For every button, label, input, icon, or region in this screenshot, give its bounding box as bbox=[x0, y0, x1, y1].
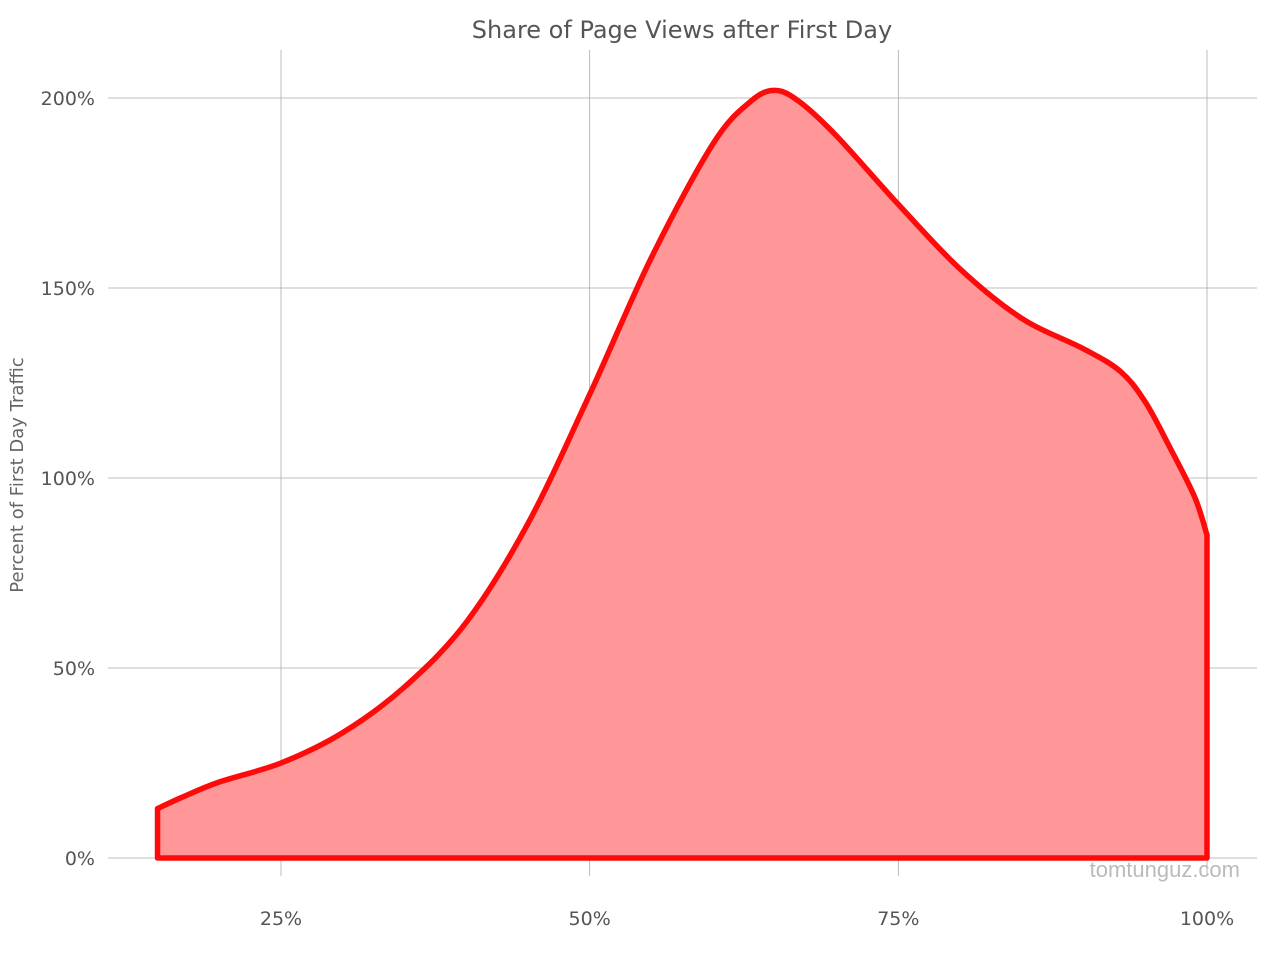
series-line bbox=[154, 87, 1210, 861]
x-tick-label: 100% bbox=[1180, 908, 1234, 930]
x-axis-ticks: 25% 50% 75% 100% bbox=[260, 908, 1234, 930]
chart-title: Share of Page Views after First Day bbox=[472, 16, 892, 44]
y-tick-label: 100% bbox=[41, 468, 95, 490]
area-fill bbox=[157, 90, 1208, 858]
x-tick-label: 50% bbox=[569, 908, 611, 930]
y-axis-ticks: 0% 50% 100% 150% 200% bbox=[41, 88, 95, 870]
watermark: tomtunguz.com bbox=[1090, 857, 1240, 882]
y-tick-label: 0% bbox=[65, 848, 95, 870]
grid-lines bbox=[108, 50, 1257, 876]
x-tick-label: 25% bbox=[260, 908, 302, 930]
y-axis-label: Percent of First Day Traffic bbox=[7, 357, 28, 592]
y-tick-label: 150% bbox=[41, 278, 95, 300]
x-tick-label: 75% bbox=[877, 908, 919, 930]
y-tick-label: 50% bbox=[53, 658, 95, 680]
y-tick-label: 200% bbox=[41, 88, 95, 110]
